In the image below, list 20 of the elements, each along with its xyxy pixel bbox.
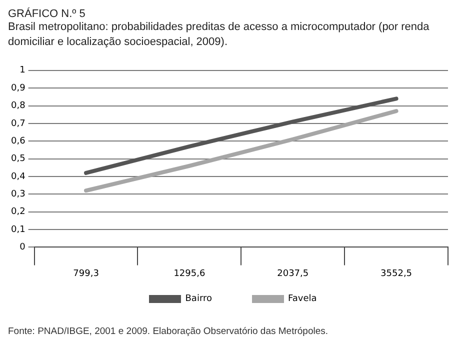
y-tick-label: 0,3 xyxy=(10,190,26,200)
y-tick-label: 1 xyxy=(20,66,26,76)
legend-label: Favela xyxy=(288,294,317,304)
y-tick-label: 0,1 xyxy=(10,224,26,235)
chart-title: GRÁFICO N.º 5 xyxy=(8,8,86,20)
y-tick-label: 0,4 xyxy=(10,172,26,182)
y-tick-label: 0,9 xyxy=(10,83,26,94)
y-tick-label: 0 xyxy=(20,242,26,253)
source-note: Fonte: PNAD/IBGE, 2001 e 2009. Elaboração Observatório das Metrópoles. xyxy=(8,326,330,337)
chart-subtitle: Brasil metropolitano: probabilidades preditas de acesso a microcomputador (por renda domiciliar e localização socioespacial, 2009). xyxy=(8,20,430,50)
x-tick-label: 1295,6 xyxy=(174,268,206,279)
x-tick-label: 799,3 xyxy=(73,268,99,279)
x-tick-label: 3552,5 xyxy=(380,268,412,279)
y-tick-label: 0,8 xyxy=(10,101,26,112)
y-tick-label: 0,2 xyxy=(10,207,26,218)
y-tick-label: 0,5 xyxy=(10,154,26,164)
x-tick-label: 2037,5 xyxy=(277,268,309,279)
y-tick-label: 0,6 xyxy=(10,136,26,146)
legend-label: Bairro xyxy=(185,294,212,304)
y-tick-label: 0,7 xyxy=(10,118,26,129)
